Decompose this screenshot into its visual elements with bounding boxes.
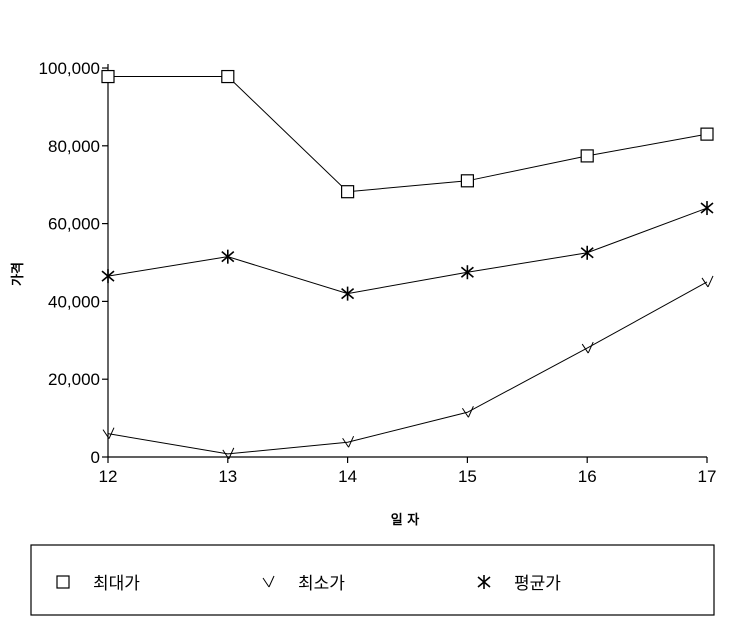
- x-tick-label: 12: [99, 467, 118, 486]
- series-line-3: [107, 207, 708, 295]
- data-point-star: [221, 249, 235, 264]
- data-point-slash: [701, 275, 714, 288]
- y-axis: 0 20,000 40,000 60,000 80,000 100,000: [39, 59, 109, 467]
- y-tick-label: 0: [91, 448, 100, 467]
- legend: 최대가 최소가 평균가: [30, 544, 715, 616]
- y-tick-label: 20,000: [48, 370, 100, 389]
- series-line-2: [107, 281, 708, 455]
- data-point-square: [460, 174, 474, 188]
- legend-label: 평균가: [514, 574, 561, 594]
- data-point-square: [341, 185, 355, 199]
- data-point-star: [460, 265, 474, 280]
- data-point-slash: [102, 427, 115, 439]
- y-axis-title: 가격: [11, 262, 26, 286]
- series-line-1: [108, 76, 708, 193]
- y-tick-label: 80,000: [48, 137, 100, 156]
- data-point-star: [341, 286, 355, 301]
- x-tick-label: 13: [218, 467, 237, 486]
- legend-marker-star: [477, 575, 491, 589]
- x-tick-label: 15: [458, 467, 477, 486]
- x-tick-label: 14: [338, 467, 357, 486]
- series-layer: [101, 69, 714, 460]
- x-axis: 12 13 14 15 16 17: [99, 456, 717, 486]
- data-point-star: [580, 245, 594, 260]
- data-point-star: [101, 269, 115, 284]
- data-point-square: [101, 69, 115, 84]
- y-tick-label: 40,000: [48, 292, 100, 311]
- x-tick-label: 17: [698, 467, 717, 486]
- data-point-square: [221, 69, 235, 84]
- data-point-square: [580, 149, 594, 163]
- data-point-slash: [581, 341, 594, 354]
- legend-box: [30, 544, 715, 616]
- legend-marker-square: [56, 575, 70, 589]
- legend-label: 최소가: [298, 574, 345, 594]
- data-point-square: [700, 127, 714, 141]
- data-point-slash: [461, 406, 474, 418]
- legend-marker-slash: [262, 575, 275, 588]
- y-tick-label: 100,000: [39, 59, 100, 78]
- data-point-star: [700, 201, 714, 216]
- x-tick-label: 16: [578, 467, 597, 486]
- y-tick-label: 60,000: [48, 215, 100, 234]
- data-point-slash: [342, 436, 355, 448]
- legend-label: 최대가: [93, 574, 140, 594]
- x-axis-title: 일 자: [391, 513, 419, 528]
- data-point-slash: [222, 447, 235, 460]
